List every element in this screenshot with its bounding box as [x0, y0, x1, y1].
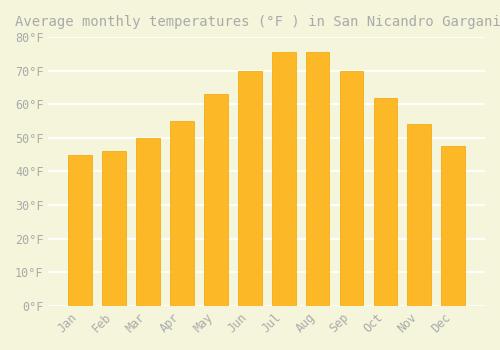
Bar — [306, 52, 330, 306]
Bar — [442, 146, 465, 306]
Bar — [170, 121, 194, 306]
Bar — [272, 52, 295, 306]
Bar — [374, 98, 398, 306]
Bar — [68, 155, 92, 306]
Bar — [408, 125, 431, 306]
Bar — [340, 71, 363, 306]
Bar — [238, 71, 262, 306]
Bar — [136, 138, 160, 306]
Title: Average monthly temperatures (°F ) in San Nicandro Garganico: Average monthly temperatures (°F ) in Sa… — [16, 15, 500, 29]
Bar — [102, 151, 126, 306]
Bar — [204, 94, 228, 306]
